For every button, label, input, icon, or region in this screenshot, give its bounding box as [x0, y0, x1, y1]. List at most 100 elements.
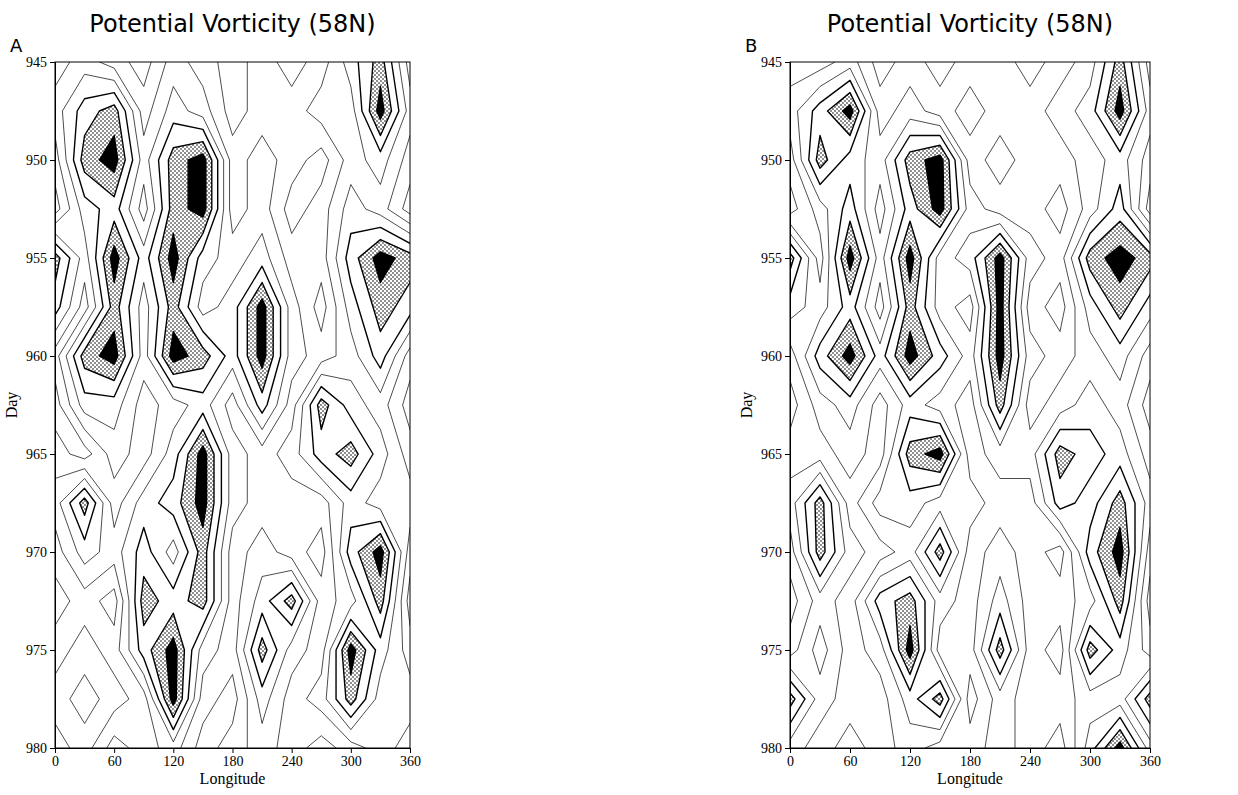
y-tick-label: 950 [761, 153, 782, 168]
y-tick-label: 975 [761, 643, 782, 658]
y-tick: 960 [761, 349, 790, 364]
contour [55, 62, 410, 742]
y-tick-label: 980 [761, 741, 782, 756]
y-tick-label: 975 [26, 643, 47, 658]
contour [55, 62, 410, 748]
y-axis-line [50, 63, 56, 749]
y-tick-label: 980 [26, 741, 47, 756]
y-tick-mark [50, 356, 55, 357]
chart-title: Potential Vorticity (58N) [89, 10, 375, 38]
x-tick-mark [970, 748, 971, 753]
plot-frame [55, 62, 410, 748]
x-tick-label: 300 [341, 754, 362, 769]
y-tick-mark [785, 552, 790, 553]
contour [55, 62, 410, 730]
y-tick-mark [785, 160, 790, 161]
y-axis-title: Day [3, 392, 21, 419]
x-tick-label: 0 [52, 754, 59, 769]
x-tick-label: 180 [223, 754, 244, 769]
panel-label: B [745, 35, 757, 56]
y-tick-mark [785, 748, 790, 749]
y-tick: 955 [26, 251, 55, 266]
x-tick-label: 60 [844, 754, 858, 769]
y-tick-mark [50, 650, 55, 651]
x-tick: 180 [960, 748, 981, 769]
x-axis: 060120180240300360 [787, 748, 1161, 769]
plot-background [790, 62, 1150, 748]
panel: 0 60 120 180 240 300 360 945 950 955 960 965 970 975 9… [3, 10, 425, 788]
y-axis-title: Day [738, 392, 756, 419]
x-tick-label: 180 [960, 754, 981, 769]
y-tick: 980 [761, 741, 790, 756]
y-tick-mark [785, 454, 790, 455]
y-tick-mark [50, 454, 55, 455]
y-tick: 975 [761, 643, 790, 658]
y-tick: 950 [26, 153, 55, 168]
x-tick: 360 [1140, 748, 1161, 769]
x-tick-mark [114, 748, 115, 753]
y-tick-mark [50, 62, 55, 63]
contours [790, 62, 1150, 748]
y-tick-label: 965 [26, 447, 47, 462]
x-tick-mark [910, 748, 911, 753]
y-tick-label: 945 [26, 55, 47, 70]
y-tick-label: 955 [26, 251, 47, 266]
contour [790, 62, 1150, 748]
x-tick: 300 [1080, 748, 1101, 769]
x-tick: 300 [341, 748, 362, 769]
x-tick: 120 [900, 748, 921, 769]
y-tick-label: 960 [26, 349, 47, 364]
y-tick-label: 955 [761, 251, 782, 266]
x-tick: 180 [223, 748, 244, 769]
contour [55, 62, 410, 748]
y-tick: 960 [26, 349, 55, 364]
x-tick-mark [1090, 748, 1091, 753]
x-axis: 0 60 120 180 240 300 360 [52, 748, 421, 769]
x-tick-label: 360 [1140, 754, 1161, 769]
y-tick-mark [785, 62, 790, 63]
x-tick: 240 [1020, 748, 1041, 769]
y-tick-mark [50, 748, 55, 749]
x-tick-mark [850, 748, 851, 753]
x-tick: 60 [108, 748, 122, 769]
chart-title: Potential Vorticity (58N) [827, 10, 1113, 38]
contour [790, 62, 1150, 748]
y-tick: 975 [26, 643, 55, 658]
x-tick-mark [1030, 748, 1031, 753]
x-tick: 60 [844, 748, 858, 769]
x-tick: 360 [400, 748, 421, 769]
x-axis-title: Longitude [200, 770, 266, 788]
contour [790, 62, 1150, 748]
contour [99, 87, 395, 706]
y-tick: 965 [761, 447, 790, 462]
y-tick-mark [50, 160, 55, 161]
contours [55, 62, 410, 748]
x-tick: 240 [282, 748, 303, 769]
x-tick-label: 240 [1020, 754, 1041, 769]
x-tick-label: 360 [400, 754, 421, 769]
y-axis: 945 950 955 960 965 970 975 980 [761, 55, 791, 756]
y-tick: 970 [761, 545, 790, 560]
y-tick: 945 [761, 55, 790, 70]
x-tick-label: 120 [163, 754, 184, 769]
x-axis-title: Longitude [937, 770, 1003, 788]
y-tick-label: 965 [761, 447, 782, 462]
y-tick: 980 [26, 741, 55, 756]
x-tick-label: 300 [1080, 754, 1101, 769]
x-axis-line [56, 749, 411, 754]
panel-label: A [10, 35, 23, 56]
y-tick-label: 970 [26, 545, 47, 560]
plot-frame [790, 62, 1150, 748]
x-tick-mark [292, 748, 293, 753]
y-tick: 970 [26, 545, 55, 560]
y-tick-mark [785, 356, 790, 357]
x-axis-line [791, 749, 1151, 754]
x-tick-label: 240 [282, 754, 303, 769]
y-tick: 950 [761, 153, 790, 168]
y-tick-mark [785, 258, 790, 259]
y-tick-label: 945 [761, 55, 782, 70]
x-tick-label: 60 [108, 754, 122, 769]
x-tick: 0 [52, 748, 59, 769]
y-tick-mark [50, 552, 55, 553]
x-tick-mark [351, 748, 352, 753]
